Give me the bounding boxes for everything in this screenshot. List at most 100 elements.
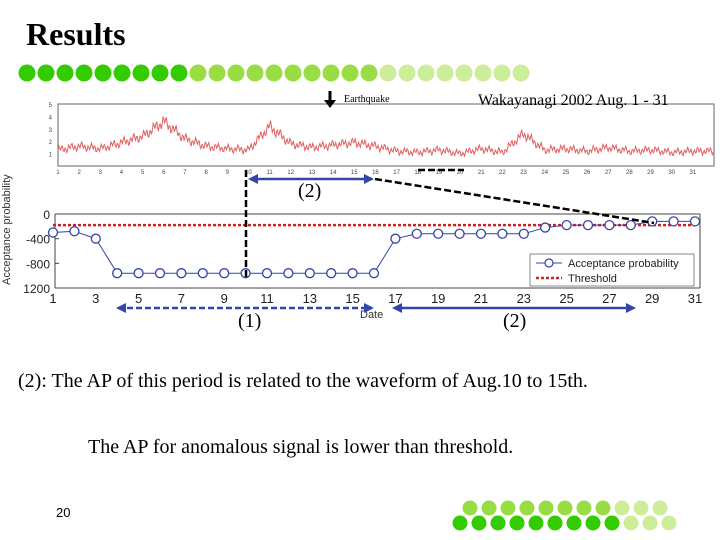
decorative-dot [341,64,359,82]
upper-x-tick-label: 20 [457,170,464,176]
caption-anomalous: The AP for anomalous signal is lower tha… [88,436,514,458]
upper-series-line [57,115,714,158]
lower-x-axis: 1 3 5 7 9 11 13 15 17 19 21 23 25 27 29 31 [49,291,702,306]
upper-x-tick-label: 6 [162,170,166,176]
decorative-dot [189,64,207,82]
ap-point [433,228,444,239]
ap-point [475,228,487,239]
lower-y-axis-label: Acceptance probability [1,174,13,285]
page-number: 20 [56,505,71,520]
ap-point [154,268,166,279]
lower-x-tick-label: 17 [388,291,402,306]
earthquake-arrow-icon [324,91,336,108]
upper-y-tick-label: 3 [49,128,53,134]
ap-point [604,219,615,231]
upper-chart-frame [57,103,715,167]
decorative-dot [265,64,283,82]
decorative-dot [512,64,530,82]
upper-x-tick-label: 30 [668,170,675,176]
lower-x-axis-label: Date [360,309,383,321]
legend-marker-icon [544,258,554,268]
ap-point [326,268,337,279]
lower-x-tick-label: 27 [602,291,616,306]
period-2-label-bottom: (2) [503,310,527,332]
lower-x-tick-label: 11 [260,291,274,306]
upper-y-tick-label: 1 [49,153,53,159]
upper-y-tick-label: 5 [49,103,53,109]
decorative-dot [493,64,511,82]
decorative-dot [151,64,169,82]
lower-y-tick-label: 0 [43,208,50,222]
decorative-dot [474,64,492,82]
upper-x-tick-label: 26 [584,170,591,176]
upper-x-tick-label: 7 [183,170,187,176]
decorative-dot [113,64,131,82]
ap-point [283,268,294,279]
decorative-dot [132,64,150,82]
correlation-dashed-line [374,177,655,225]
upper-x-tick-label: 22 [499,170,506,176]
upper-x-tick-label: 12 [287,170,294,176]
period-1-label: (1) [238,310,262,332]
decorative-dot [417,64,435,82]
legend-entry-ap: Acceptance probability [568,258,679,270]
upper-x-tick-label: 16 [372,170,379,176]
decorative-dot [379,64,397,82]
caption-period-2: (2): The AP of this period is related to… [18,370,588,392]
decorative-dot [56,64,74,82]
lower-y-tick-label: -800 [26,257,50,271]
ap-point [304,268,315,279]
ap-point [368,268,380,279]
ap-point [261,268,273,279]
ap-point [411,228,422,239]
upper-x-tick-label: 27 [605,170,612,176]
ap-point [647,216,658,227]
ap-point [582,219,594,231]
earthquake-label: Earthquake [344,94,390,105]
upper-x-tick-label: 17 [393,170,400,176]
upper-y-axis: 1 2 3 4 5 [49,103,53,159]
lower-x-tick-label: 7 [178,291,185,306]
upper-x-tick-label: 28 [626,170,633,176]
lower-x-tick-label: 15 [345,291,359,306]
upper-x-tick-label: 3 [99,170,103,176]
upper-x-axis: 1 2 3 4 5 6 7 8 9 10 11 12 13 14 15 16 17 18 19 20 21 22 23 24 2… [56,170,697,176]
decorative-dot [170,64,188,82]
ap-point [219,268,230,279]
upper-x-tick-label: 4 [120,170,124,176]
legend-entry-threshold: Threshold [568,273,617,285]
decorative-dot [208,64,226,82]
upper-x-tick-label: 8 [204,170,208,176]
decorative-dot [284,64,302,82]
ap-point [133,268,144,279]
lower-x-tick-label: 25 [559,291,573,306]
upper-x-tick-label: 23 [520,170,527,176]
upper-x-tick-label: 19 [436,170,443,176]
decorative-dot [436,64,454,82]
ap-point [561,219,572,231]
ap-point [112,268,123,279]
ap-point [497,228,508,239]
upper-x-tick-label: 5 [141,170,145,176]
lower-x-tick-label: 5 [135,291,142,306]
ap-point [518,228,529,239]
decorative-dot [246,64,264,82]
decorative-dot [455,64,473,82]
ap-point [176,268,187,279]
upper-x-tick-label: 25 [563,170,570,176]
upper-x-tick-label: 11 [266,170,273,176]
lower-y-axis: 0 -400 -800 1200 [23,208,59,296]
decorative-dot [303,64,321,82]
lower-x-tick-label: 9 [221,291,228,306]
ap-point [390,233,401,244]
legend: Acceptance probability Threshold [529,253,695,287]
ap-point [69,226,80,237]
period-2-label-top: (2) [298,180,322,202]
ap-point [689,216,701,227]
upper-x-tick-label: 9 [226,170,230,176]
decorative-dot [18,64,36,82]
ap-point [540,222,551,233]
